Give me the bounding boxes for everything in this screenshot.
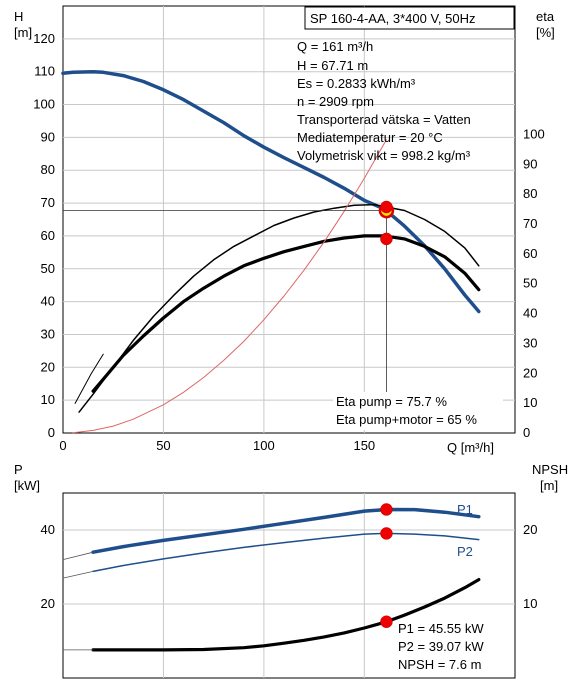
- top-right-axis-label-2: [%]: [536, 25, 555, 40]
- eta-pump-motor-text: Eta pump+motor = 65 %: [336, 412, 477, 427]
- info-line: Q = 161 m³/h: [297, 39, 373, 54]
- series-line-3: [72, 139, 387, 434]
- series-line-1: [78, 203, 480, 413]
- y-right-tick-label: 100: [523, 126, 545, 141]
- efficiency-info-bg: [333, 392, 503, 430]
- operating-point-marker: [380, 615, 393, 629]
- top-right-axis-label-1: eta: [536, 9, 555, 24]
- operating-point-marker: [380, 232, 393, 246]
- bottom-series: [62, 507, 481, 652]
- eta-pump-text: Eta pump = 75.7 %: [336, 394, 447, 409]
- y-left-tick-label: 120: [33, 31, 55, 46]
- series-line-0: [61, 69, 481, 314]
- series-label-p2: P2: [457, 544, 473, 559]
- y-left-tick-label: 20: [41, 596, 55, 611]
- y-right-tick-label: 60: [523, 246, 537, 261]
- operating-point-marker: [380, 503, 393, 516]
- info-line: H = 67.71 m: [297, 58, 368, 73]
- y-right-tick-label: 10: [523, 395, 537, 410]
- y-left-tick-label: 0: [48, 425, 55, 440]
- y-right-tick-label: 50: [523, 276, 537, 291]
- p2-text: P2 = 39.07 kW: [398, 639, 484, 654]
- bottom-grid: [63, 493, 515, 678]
- x-tick-label: 150: [353, 438, 375, 453]
- x-tick-label: 100: [253, 438, 275, 453]
- series-label-p1: P1: [457, 502, 473, 517]
- info-line: n = 2909 rpm: [297, 94, 374, 109]
- y-left-tick-label: 70: [41, 195, 55, 210]
- info-line: Transporterad vätska = Vatten: [297, 112, 471, 127]
- y-left-tick-label: 110: [34, 64, 55, 79]
- chart-title: SP 160-4-AA, 3*400 V, 50Hz: [310, 11, 476, 26]
- series-line-4: [74, 353, 104, 404]
- bottom-markers: [380, 503, 393, 629]
- operating-point-marker: [380, 527, 393, 540]
- top-series: [61, 69, 481, 434]
- p1-text: P1 = 45.55 kW: [398, 621, 484, 636]
- series-line-1: [92, 532, 480, 573]
- top-left-axis-label-2: [m]: [14, 25, 32, 40]
- y-left-tick-label: 30: [41, 326, 55, 341]
- top-grid: [63, 6, 515, 433]
- x-tick-label: 50: [156, 438, 170, 453]
- x-axis-label: Q [m³/h]: [447, 440, 494, 455]
- y-left-tick-label: 40: [41, 522, 55, 537]
- x-tick-label: 0: [59, 438, 66, 453]
- info-line: Volymetrisk vikt = 998.2 kg/m³: [297, 148, 471, 163]
- y-right-tick-label: 30: [523, 335, 537, 350]
- bottom-left-axis-label-1: P: [14, 462, 23, 477]
- operating-point-marker: [380, 200, 393, 214]
- bottom-left-axis-label-2: [kW]: [14, 478, 40, 493]
- y-right-tick-label: 0: [523, 425, 530, 440]
- y-left-tick-label: 100: [33, 97, 55, 112]
- series-line-3: [62, 551, 94, 560]
- info-line: Es = 0.2833 kWh/m³: [297, 76, 416, 91]
- power-info: P1 = 45.55 kW P2 = 39.07 kW NPSH = 7.6 m: [398, 621, 484, 672]
- y-left-tick-label: 50: [41, 261, 55, 276]
- y-right-tick-label: 20: [523, 522, 537, 537]
- y-right-tick-label: 70: [523, 216, 537, 231]
- series-line-4: [62, 571, 94, 579]
- series-line-2: [91, 577, 481, 652]
- y-left-tick-label: 40: [41, 294, 55, 309]
- y-right-tick-label: 80: [523, 186, 537, 201]
- duty-info: Q = 161 m³/h H = 67.71 m Es = 0.2833 kWh…: [297, 39, 471, 163]
- top-left-axis-label-1: H: [14, 9, 23, 24]
- series-line-2: [91, 234, 481, 393]
- npsh-text: NPSH = 7.6 m: [398, 657, 481, 672]
- y-left-tick-label: 10: [41, 392, 55, 407]
- y-left-tick-label: 20: [41, 359, 55, 374]
- info-line: Mediatemperatur = 20 °C: [297, 130, 443, 145]
- top-ticks: 0 10 20 30 40 50 60 70 80 90 100 110 120 0 10 20 30 40 50 6…: [33, 31, 544, 453]
- bottom-right-axis-label-1: NPSH: [532, 462, 568, 477]
- y-right-tick-label: 10: [523, 596, 537, 611]
- efficiency-info: Eta pump = 75.7 % Eta pump+motor = 65 %: [333, 392, 503, 430]
- bottom-right-axis-label-2: [m]: [540, 478, 558, 493]
- bottom-ticks: 20 40 10 20: [41, 522, 538, 611]
- top-markers: [63, 200, 395, 394]
- y-left-tick-label: 80: [41, 162, 55, 177]
- y-right-tick-label: 40: [523, 306, 537, 321]
- y-left-tick-label: 60: [41, 228, 55, 243]
- y-right-tick-label: 90: [523, 156, 537, 171]
- title-box: [304, 6, 515, 30]
- y-right-tick-label: 20: [523, 365, 537, 380]
- y-left-tick-label: 90: [41, 129, 55, 144]
- series-line-0: [91, 507, 481, 554]
